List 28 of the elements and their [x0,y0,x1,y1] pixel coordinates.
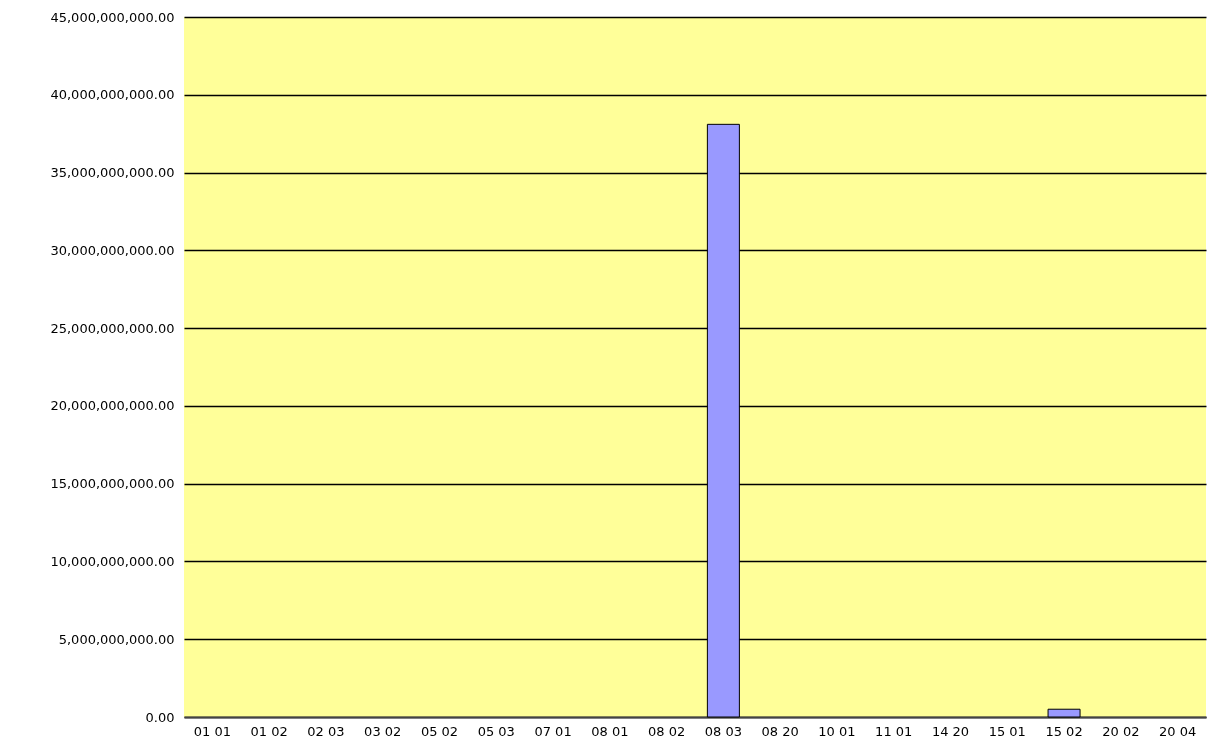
x-tick-label: 11 01 [875,723,913,739]
x-tick-label: 15 01 [988,723,1026,739]
x-tick-label: 07 01 [534,723,572,739]
y-tick-label: 25,000,000,000.00 [50,320,175,336]
x-tick-label: 02 03 [307,723,345,739]
x-tick-label: 08 01 [591,723,629,739]
y-tick-label: 35,000,000,000.00 [50,165,175,181]
y-tick-label: 20,000,000,000.00 [50,398,175,414]
x-tick-label: 01 02 [250,723,288,739]
y-tick-label: 15,000,000,000.00 [50,476,175,492]
y-tick-label: 45,000,000,000.00 [50,9,175,25]
y-tick-label: 30,000,000,000.00 [50,242,175,258]
x-tick-label: 14 20 [931,723,970,739]
x-tick-label: 20 04 [1159,723,1197,739]
x-tick-label: 03 02 [364,723,402,739]
y-tick-label: 40,000,000,000.00 [50,87,175,103]
x-tick-label: 05 02 [420,723,459,739]
x-tick-label: 08 03 [704,723,742,739]
x-tick-label: 10 01 [818,723,856,739]
x-tick-label: 20 02 [1102,723,1140,739]
x-tick-label: 08 02 [648,723,686,739]
y-tick-label: 10,000,000,000.00 [50,553,175,569]
y-tick-label: 5,000,000,000.00 [58,631,175,647]
x-tick-label: 08 20 [761,723,799,739]
x-tick-label: 05 03 [477,723,515,739]
x-tick-label: 01 01 [193,723,231,739]
x-tick-label: 15 02 [1045,723,1083,739]
y-tick-label: 0.00 [145,709,175,725]
